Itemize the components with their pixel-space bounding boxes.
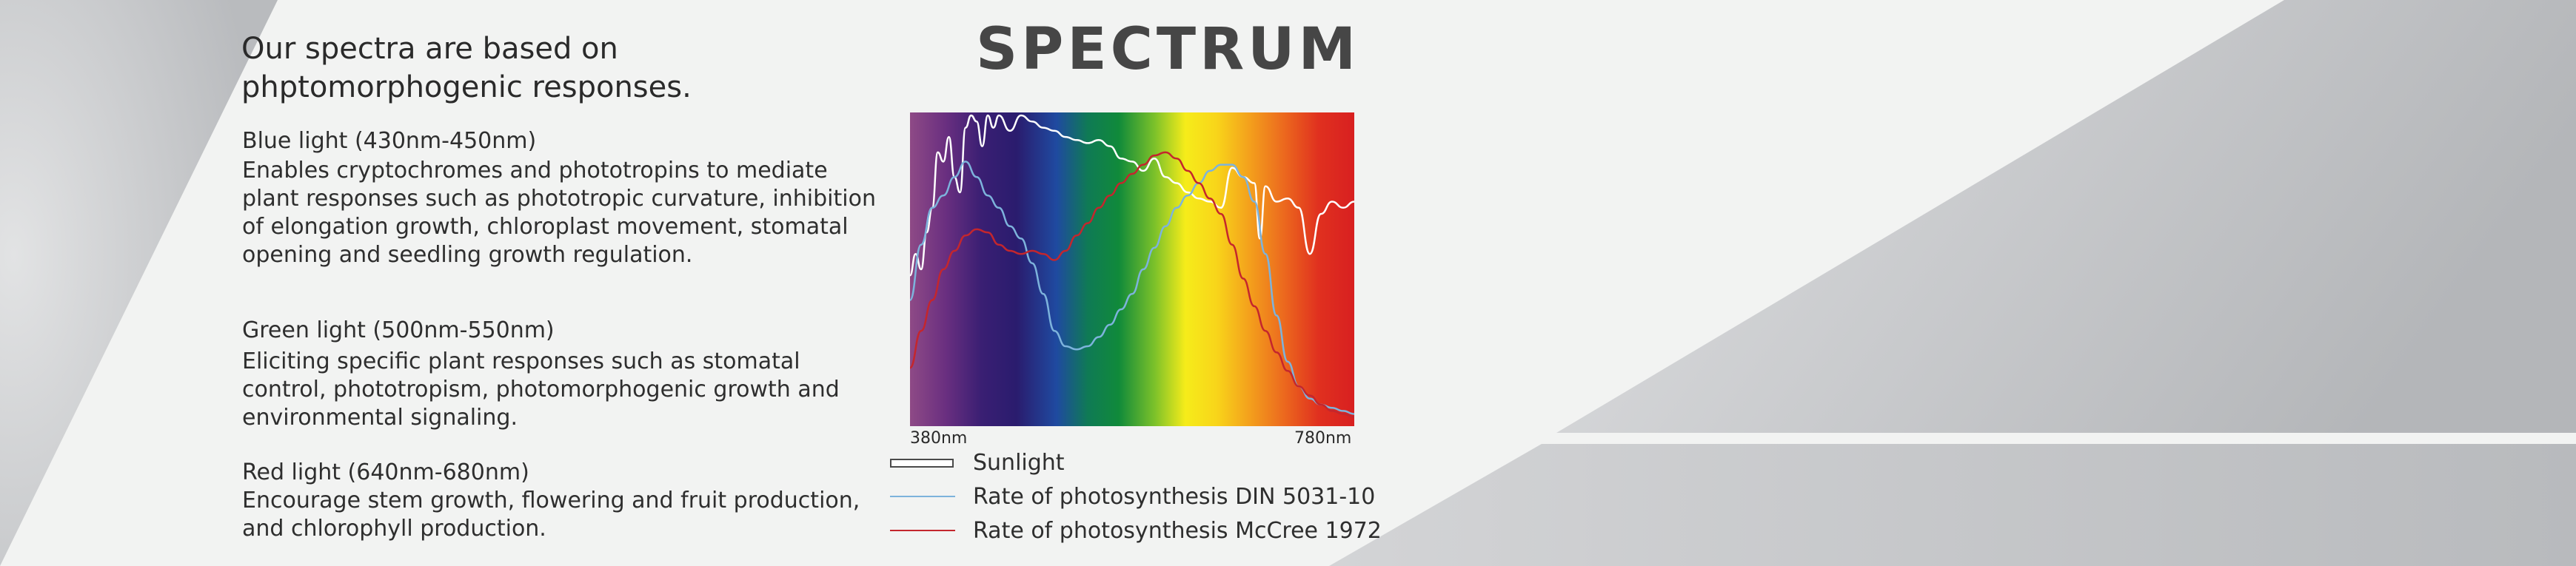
spectrum-gradient bbox=[910, 112, 1354, 426]
chart-title: SPECTRUM bbox=[976, 16, 1360, 83]
spectrum-chart bbox=[910, 112, 1354, 426]
red-light-title: Red light (640nm-680nm) bbox=[242, 459, 529, 485]
x-tick-label-min: 380nm bbox=[910, 429, 968, 448]
blue-light-title: Blue light (430nm-450nm) bbox=[242, 128, 537, 154]
legend-label-mccree: Rate of photosynthesis McCree 1972 bbox=[973, 518, 1382, 544]
right-gray-lower-band bbox=[1329, 444, 2576, 566]
green-light-title: Green light (500nm-550nm) bbox=[242, 317, 555, 343]
legend-swatch-mccree bbox=[890, 530, 955, 531]
left-gray-wedge bbox=[0, 0, 278, 566]
legend-swatch-sunlight bbox=[890, 459, 954, 468]
series-din-line bbox=[910, 161, 1354, 415]
green-light-description: Eliciting specific plant responses such … bbox=[242, 348, 840, 431]
right-gray-upper-band bbox=[1556, 0, 2576, 433]
intro-heading: Our spectra are based on phptomorphogeni… bbox=[241, 32, 692, 104]
red-light-description: Encourage stem growth, flowering and fru… bbox=[242, 488, 860, 542]
blue-light-description: Enables cryptochromes and phototropins t… bbox=[242, 158, 876, 268]
legend-label-sunlight: Sunlight bbox=[973, 450, 1065, 476]
series-mccree-line bbox=[910, 151, 1354, 418]
legend-swatch-din bbox=[890, 496, 955, 497]
x-tick-label-max: 780nm bbox=[1294, 429, 1352, 448]
legend-label-din: Rate of photosynthesis DIN 5031-10 bbox=[973, 484, 1376, 510]
